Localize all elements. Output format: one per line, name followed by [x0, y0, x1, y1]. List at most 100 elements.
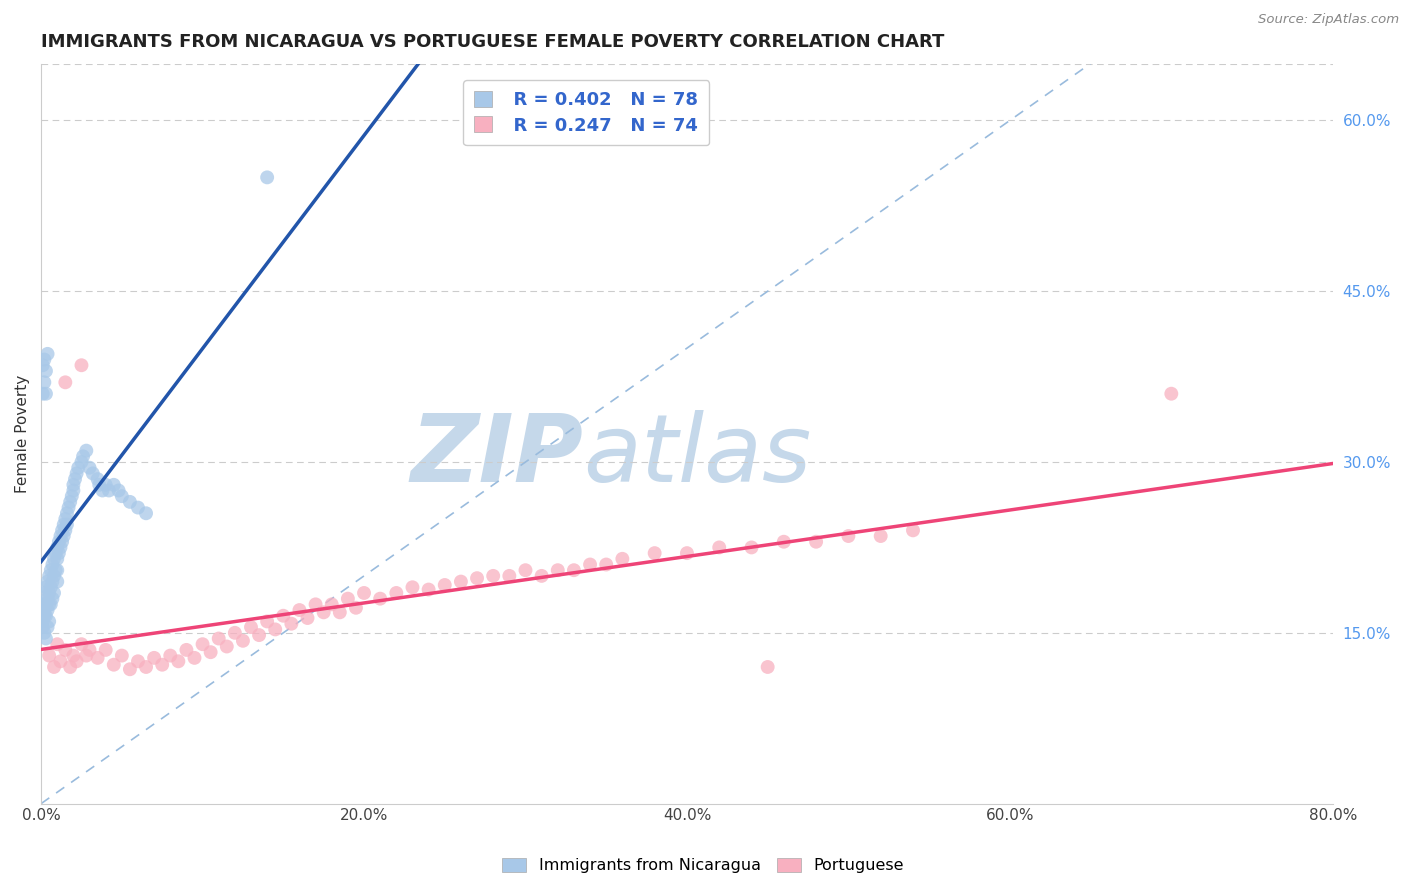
Point	[41, 574, 63, 589]
Point	[37, 620, 59, 634]
Point	[183, 651, 205, 665]
Point	[63, 472, 86, 486]
Point	[34, 603, 56, 617]
Point	[62, 483, 84, 498]
Point	[49, 541, 72, 555]
Point	[49, 529, 72, 543]
Point	[45, 563, 67, 577]
Point	[1160, 386, 1182, 401]
Point	[515, 563, 537, 577]
Point	[901, 524, 924, 538]
Point	[34, 352, 56, 367]
Point	[94, 477, 117, 491]
Point	[271, 608, 294, 623]
Point	[39, 598, 62, 612]
Point	[48, 534, 70, 549]
Point	[35, 364, 58, 378]
Text: IMMIGRANTS FROM NICARAGUA VS PORTUGUESE FEMALE POVERTY CORRELATION CHART: IMMIGRANTS FROM NICARAGUA VS PORTUGUESE …	[41, 33, 945, 51]
Point	[46, 563, 69, 577]
Point	[31, 386, 53, 401]
Point	[59, 495, 82, 509]
Point	[62, 648, 84, 663]
Point	[741, 541, 763, 555]
Point	[82, 467, 104, 481]
Point	[60, 489, 83, 503]
Point	[34, 625, 56, 640]
Point	[48, 546, 70, 560]
Point	[49, 654, 72, 668]
Point	[46, 574, 69, 589]
Text: ZIP: ZIP	[411, 409, 583, 502]
Point	[79, 460, 101, 475]
Point	[38, 648, 60, 663]
Point	[31, 598, 53, 612]
Point	[72, 450, 94, 464]
Legend:   R = 0.402   N = 78,   R = 0.247   N = 74: R = 0.402 N = 78, R = 0.247 N = 74	[464, 80, 709, 145]
Point	[45, 546, 67, 560]
Point	[41, 558, 63, 572]
Point	[31, 620, 53, 634]
Point	[150, 657, 173, 672]
Point	[312, 605, 335, 619]
Point	[34, 376, 56, 390]
Point	[46, 637, 69, 651]
Point	[644, 546, 666, 560]
Point	[52, 529, 75, 543]
Point	[368, 591, 391, 606]
Point	[869, 529, 891, 543]
Point	[612, 551, 634, 566]
Point	[38, 598, 60, 612]
Point	[482, 569, 505, 583]
Text: atlas: atlas	[583, 410, 811, 501]
Point	[67, 460, 90, 475]
Point	[353, 586, 375, 600]
Point	[450, 574, 472, 589]
Point	[772, 534, 794, 549]
Point	[31, 358, 53, 372]
Point	[46, 541, 69, 555]
Point	[418, 582, 440, 597]
Point	[224, 625, 246, 640]
Point	[42, 551, 65, 566]
Point	[31, 615, 53, 629]
Point	[70, 455, 93, 469]
Point	[709, 541, 731, 555]
Point	[167, 654, 190, 668]
Point	[118, 495, 141, 509]
Point	[37, 591, 59, 606]
Point	[240, 620, 263, 634]
Point	[247, 628, 270, 642]
Point	[70, 358, 93, 372]
Point	[56, 517, 79, 532]
Point	[107, 483, 129, 498]
Point	[46, 551, 69, 566]
Point	[336, 591, 359, 606]
Legend: Immigrants from Nicaragua, Portuguese: Immigrants from Nicaragua, Portuguese	[496, 851, 910, 880]
Point	[344, 600, 367, 615]
Point	[579, 558, 602, 572]
Point	[35, 632, 58, 646]
Point	[111, 489, 134, 503]
Point	[39, 563, 62, 577]
Point	[200, 645, 222, 659]
Point	[94, 643, 117, 657]
Point	[37, 574, 59, 589]
Point	[39, 580, 62, 594]
Point	[191, 637, 214, 651]
Point	[208, 632, 231, 646]
Point	[86, 472, 108, 486]
Text: Source: ZipAtlas.com: Source: ZipAtlas.com	[1258, 13, 1399, 27]
Point	[91, 483, 114, 498]
Point	[79, 643, 101, 657]
Point	[35, 608, 58, 623]
Point	[547, 563, 569, 577]
Point	[59, 660, 82, 674]
Point	[35, 598, 58, 612]
Point	[232, 633, 254, 648]
Point	[215, 640, 238, 654]
Point	[143, 651, 166, 665]
Point	[42, 586, 65, 600]
Point	[530, 569, 553, 583]
Point	[51, 534, 73, 549]
Point	[127, 654, 149, 668]
